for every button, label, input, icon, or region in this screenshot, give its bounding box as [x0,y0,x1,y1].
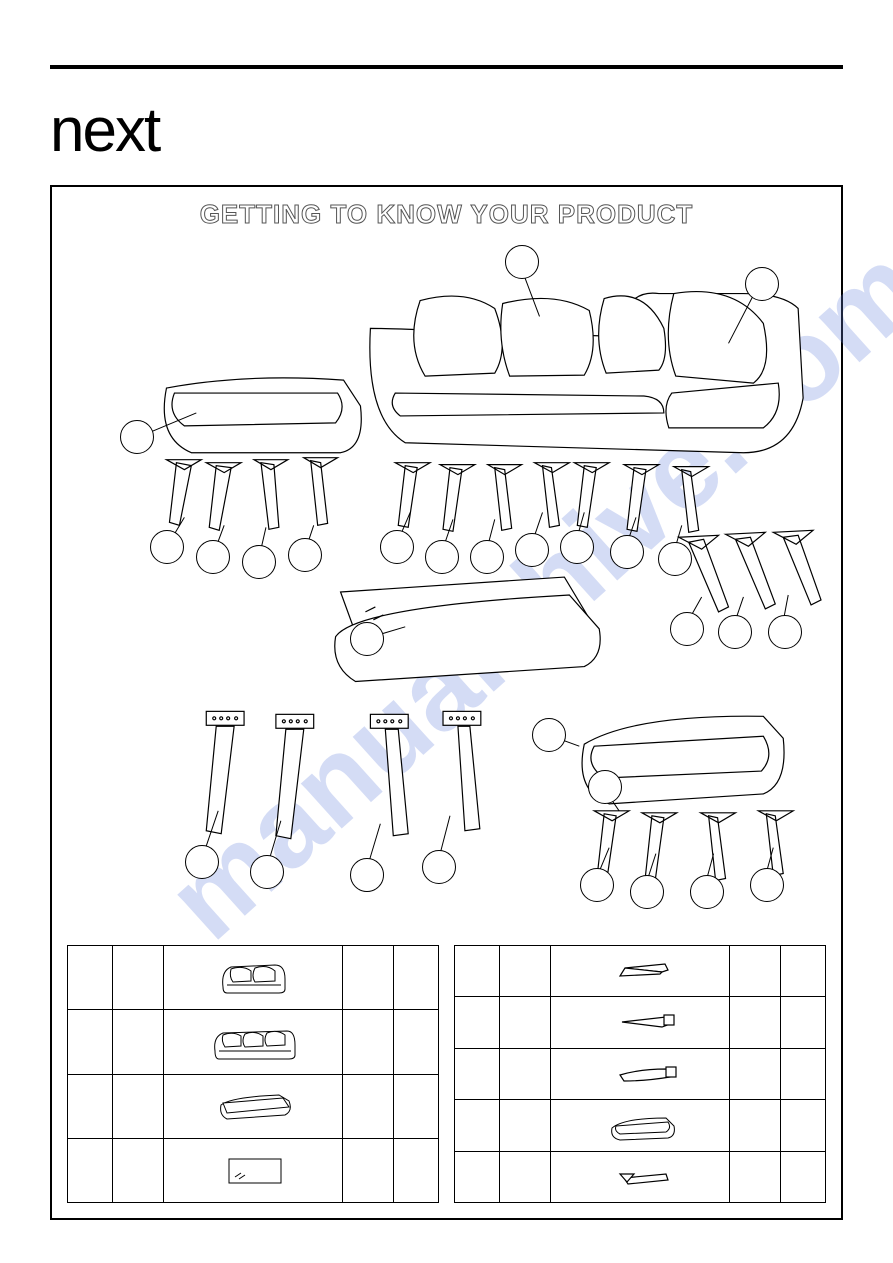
cell [455,946,500,997]
top-rule [50,65,843,69]
table-row [68,1138,439,1202]
parts-table-right [454,945,826,1203]
callout-circle [718,615,752,649]
callout-circle [610,535,644,569]
part-icon [164,946,342,1010]
cell [729,1048,781,1099]
table-row [455,946,826,997]
table-row [455,997,826,1048]
callout-circle [425,540,459,574]
callout-circle [690,875,724,909]
cell [781,997,826,1048]
cell [729,946,781,997]
callout-circle [630,875,664,909]
cell [729,1151,781,1202]
diagram-area [67,237,826,942]
cell [68,1138,113,1202]
callout-circle [768,615,802,649]
callout-circle [120,420,154,454]
cell [499,1048,551,1099]
callout-circle [580,868,614,902]
cell [499,1100,551,1151]
callout-circle [380,530,414,564]
cell [394,1074,439,1138]
cell [499,946,551,997]
callout-circle [745,267,779,301]
cell [342,1010,394,1074]
callout-circle [470,540,504,574]
table-row [68,1010,439,1074]
cell [342,1074,394,1138]
part-icon [551,946,729,997]
cell [729,1100,781,1151]
parts-table-left [67,945,439,1203]
callout-circle [185,845,219,879]
cell [781,946,826,997]
cell [112,1074,164,1138]
table-row [455,1100,826,1151]
part-icon [164,1074,342,1138]
callout-circle [196,540,230,574]
table-row [455,1151,826,1202]
cell [394,1138,439,1202]
cell [455,1048,500,1099]
cell [394,946,439,1010]
cell [112,1138,164,1202]
callout-circle [505,245,539,279]
cell [112,946,164,1010]
part-icon [164,1138,342,1202]
cell [112,1010,164,1074]
callout-circle [515,533,549,567]
cell [342,1138,394,1202]
cell [499,997,551,1048]
callout-circle [288,538,322,572]
cell [729,997,781,1048]
table-row [455,1048,826,1099]
callout-circle [658,542,692,576]
page-heading: GETTING TO KNOW YOUR PRODUCT [52,199,841,230]
callout-circle [750,868,784,902]
main-box: GETTING TO KNOW YOUR PRODUCT manualshive… [50,185,843,1220]
cell [455,1100,500,1151]
cell [68,1010,113,1074]
table-row [68,946,439,1010]
cell [781,1100,826,1151]
callout-circle [670,612,704,646]
callout-circle [150,530,184,564]
part-icon [551,1151,729,1202]
exploded-diagram [67,237,826,942]
cell [68,1074,113,1138]
callout-circle [422,850,456,884]
cell [781,1151,826,1202]
callout-circle [242,545,276,579]
callout-circle [532,718,566,752]
cell [455,1151,500,1202]
table-row [68,1074,439,1138]
part-icon [551,1100,729,1151]
part-icon [551,1048,729,1099]
part-icon [551,997,729,1048]
callout-circle [250,855,284,889]
cell [68,946,113,1010]
callout-circle [588,770,622,804]
callout-circle [560,530,594,564]
callout-circle [350,858,384,892]
cell [394,1010,439,1074]
callout-circle [350,622,384,656]
cell [781,1048,826,1099]
brand-logo: next [50,95,159,166]
cell [342,946,394,1010]
cell [455,997,500,1048]
part-icon [164,1010,342,1074]
tables-row [67,945,826,1203]
cell [499,1151,551,1202]
